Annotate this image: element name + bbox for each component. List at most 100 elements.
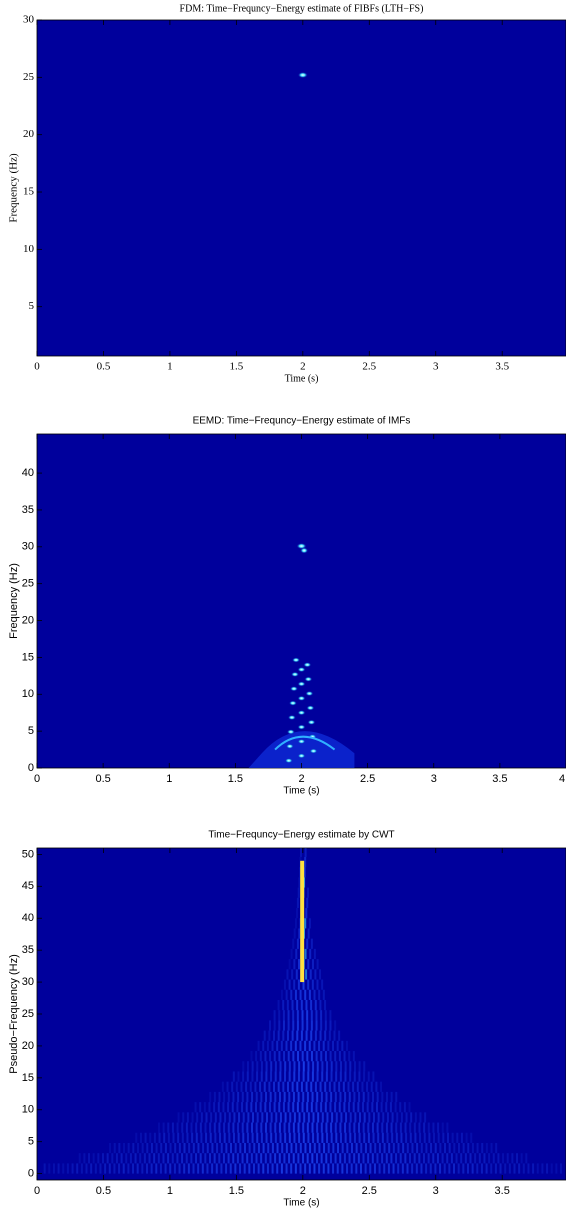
y-tick-label: 0 (28, 1168, 34, 1180)
energy-streak (295, 1142, 298, 1154)
energy-streak (235, 1081, 238, 1092)
energy-streak (304, 948, 307, 960)
title: EEMD: Time−Frequncy−Energy estimate of I… (193, 416, 411, 427)
energy-streak (278, 1051, 281, 1062)
energy-streak (259, 1051, 262, 1062)
energy-streak (324, 1102, 327, 1113)
energy-streak (399, 1122, 402, 1133)
energy-streak (293, 959, 296, 970)
energy-streak (139, 1132, 142, 1143)
energy-streak (300, 1081, 303, 1092)
energy-streak (305, 999, 308, 1011)
energy-streak (288, 1061, 291, 1072)
energy-streak (283, 1051, 286, 1062)
energy-streak (320, 1153, 323, 1164)
energy-streak (302, 1122, 305, 1133)
energy-streak (441, 1153, 444, 1164)
y-tick-label: 45 (22, 880, 34, 892)
energy-streak (278, 1153, 281, 1164)
energy-streak (405, 1112, 408, 1123)
energy-streak (315, 1051, 318, 1062)
energy-streak (288, 1091, 291, 1103)
y-axis-label: Frequency (Hz) (8, 563, 20, 639)
energy-streak (419, 1112, 422, 1123)
energy-streak (490, 1163, 493, 1174)
energy-streak (164, 1142, 167, 1154)
energy-streak (267, 1142, 270, 1154)
energy-streak (292, 1122, 295, 1133)
energy-streak (312, 1061, 315, 1072)
energy-streak (209, 1132, 212, 1143)
energy-streak (324, 1081, 327, 1092)
energy-streak (271, 1142, 274, 1154)
energy-streak (274, 1122, 277, 1133)
energy-streak (465, 1132, 468, 1143)
energy-streak (213, 1153, 216, 1164)
energy-streak (274, 1153, 277, 1164)
energy-spot (297, 72, 308, 79)
energy-streak (115, 1153, 118, 1164)
energy-streak (190, 1153, 193, 1164)
energy-streak (541, 1163, 544, 1174)
energy-streak (306, 1153, 309, 1164)
energy-streak (437, 1132, 440, 1143)
energy-streak (296, 1081, 299, 1092)
energy-streak (178, 1163, 181, 1174)
energy-streak (336, 1163, 339, 1174)
energy-streak (257, 1142, 260, 1154)
energy-streak (485, 1142, 488, 1154)
energy-streak (488, 1153, 491, 1164)
energy-streak (343, 1102, 346, 1113)
energy-streak (532, 1163, 535, 1174)
energy-streak (303, 867, 306, 878)
energy-streak (158, 1132, 161, 1143)
energy-streak (350, 1163, 353, 1174)
energy-streak (270, 1071, 273, 1082)
energy-streak (315, 1010, 318, 1021)
energy-spot (305, 691, 314, 697)
energy-streak (399, 1153, 402, 1164)
energy-streak (414, 1112, 417, 1123)
energy-streak (372, 1091, 375, 1103)
energy-streak (277, 1081, 280, 1092)
energy-streak (251, 1061, 254, 1072)
energy-streak (325, 1071, 328, 1082)
energy-streak (309, 1142, 312, 1154)
energy-streak (460, 1132, 463, 1143)
energy-streak (260, 1071, 263, 1082)
energy-streak (415, 1163, 418, 1174)
x-tick-label: 2 (298, 773, 304, 785)
energy-streak (390, 1153, 393, 1164)
energy-streak (437, 1122, 440, 1133)
y-tick-label: 10 (22, 1104, 34, 1116)
energy-streak (320, 1020, 323, 1031)
energy-streak (294, 1163, 297, 1174)
energy-streak (183, 1163, 186, 1174)
energy-streak (550, 1163, 553, 1174)
energy-streak (339, 1071, 342, 1082)
energy-streak (246, 1122, 249, 1133)
energy-streak (347, 1081, 350, 1092)
energy-streak (345, 1112, 348, 1123)
energy-streak (273, 1081, 276, 1092)
energy-streak (155, 1142, 158, 1154)
energy-spot (287, 714, 296, 720)
energy-streak (203, 1102, 206, 1113)
heatmap (43, 848, 563, 1174)
energy-streak (214, 1132, 217, 1143)
energy-streak (167, 1153, 170, 1164)
energy-streak (383, 1163, 386, 1174)
energy-streak (385, 1153, 388, 1164)
energy-streak (362, 1153, 365, 1164)
energy-streak (476, 1163, 479, 1174)
energy-streak (62, 1163, 65, 1174)
energy-streak (238, 1112, 241, 1123)
energy-streak (286, 999, 289, 1011)
energy-streak (231, 1081, 234, 1092)
energy-streak (163, 1132, 166, 1143)
energy-streak (236, 1153, 239, 1164)
energy-streak (222, 1102, 225, 1113)
energy-streak (225, 1142, 228, 1154)
energy-streak (162, 1153, 165, 1164)
energy-streak (292, 938, 295, 949)
